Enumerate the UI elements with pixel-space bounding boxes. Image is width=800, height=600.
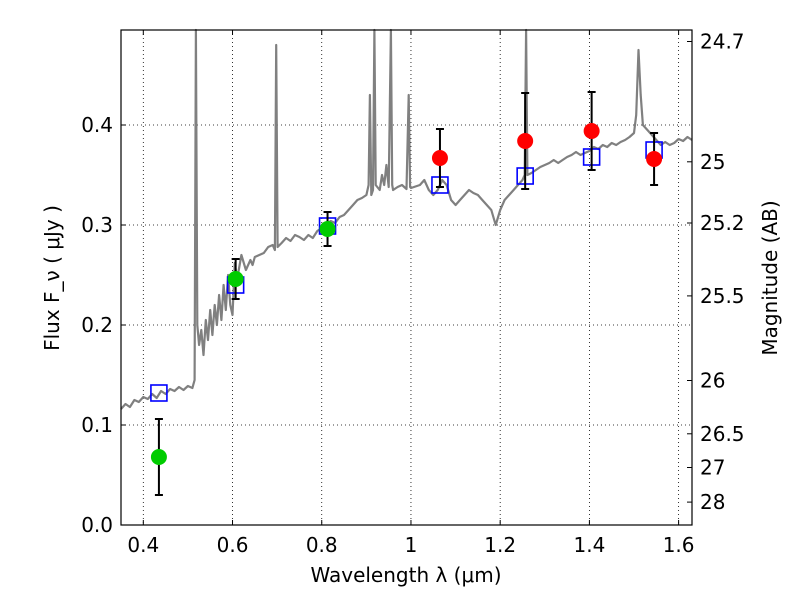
y2-tick-label: 25 [700,150,725,174]
x-axis-label: Wavelength λ (μm) [310,563,501,587]
observed-flux-point [150,449,167,465]
y-tick-label: 0.4 [81,113,113,137]
data-point [431,128,448,188]
y2-tick-label: 26.5 [700,422,745,446]
y2-axis-label: Magnitude (AB) [758,200,782,355]
x-tick-label: 0.8 [306,533,338,557]
data-point [517,92,534,190]
y2-tick-label: 28 [700,490,725,514]
data-point [319,211,336,247]
y2-tick-label: 25.5 [700,284,745,308]
observed-flux-point [227,271,244,287]
data-point [583,91,600,171]
model-spectrum-line [120,28,693,410]
plot-frame [120,29,693,526]
x-tick-label: 0.4 [127,533,159,557]
axis-ticks: 0.4 0.6 0.8 1 1.2 1.4 1.6 0.0 0.1 0.2 0.3 0.4 24.7 25… [81,30,744,558]
x-tick-label: 1 [405,533,418,557]
data-point [646,132,663,186]
y-axis-label: Flux F_ν ( μJy ) [40,205,64,351]
x-tick-label: 1.6 [663,533,695,557]
y-tick-label: 0.2 [81,313,113,337]
chart-marks [120,28,693,496]
y2-tick-label: 27 [700,456,725,480]
model-photometry-square [150,384,168,402]
y-tick-label: 0.3 [81,213,113,237]
y2-tick-label: 24.7 [700,30,745,54]
y2-tick-label: 25.2 [700,211,745,235]
y-tick-label: 0.1 [81,413,113,437]
observed-flux-point [431,150,448,166]
observed-flux-point [646,151,663,167]
x-tick-label: 1.2 [484,533,516,557]
observed-flux-point [319,221,336,237]
data-point [150,418,167,496]
x-tick-label: 1.4 [573,533,605,557]
observed-flux-point [517,133,534,149]
y-tick-label: 0.0 [81,513,113,537]
data-point [227,258,244,300]
x-tick-label: 0.6 [217,533,249,557]
grid-lines [121,30,692,526]
observed-flux-point [583,123,600,139]
y2-tick-label: 26 [700,369,725,393]
